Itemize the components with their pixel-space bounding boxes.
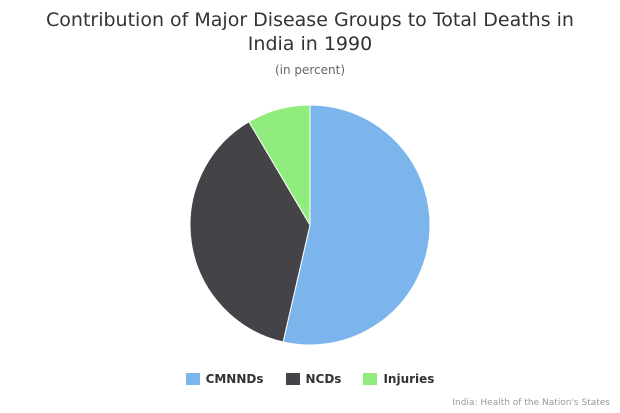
legend-label: NCDs bbox=[305, 372, 342, 386]
pie-slice-cmnnds[interactable] bbox=[282, 104, 431, 346]
legend-item-cmnnds[interactable]: CMNNDs bbox=[185, 372, 264, 386]
legend-item-injuries[interactable]: Injuries bbox=[363, 372, 434, 386]
chart-title: Contribution of Major Disease Groups to … bbox=[46, 9, 574, 55]
legend-item-ncds[interactable]: NCDs bbox=[285, 372, 342, 386]
legend-label: CMNNDs bbox=[205, 372, 264, 386]
pie-slice-injuries[interactable] bbox=[248, 104, 311, 227]
pie-slice-ncds[interactable] bbox=[189, 121, 311, 343]
chart-credit[interactable]: India: Health of the Nation's States bbox=[452, 398, 610, 408]
legend-swatch bbox=[185, 373, 200, 385]
chart-subtitle: (in percent) bbox=[274, 63, 346, 77]
legend-label: Injuries bbox=[383, 372, 435, 386]
chart-legend: CMNNDs NCDs Injuries bbox=[0, 372, 620, 386]
legend-swatch bbox=[363, 373, 378, 385]
legend-swatch bbox=[285, 373, 300, 385]
